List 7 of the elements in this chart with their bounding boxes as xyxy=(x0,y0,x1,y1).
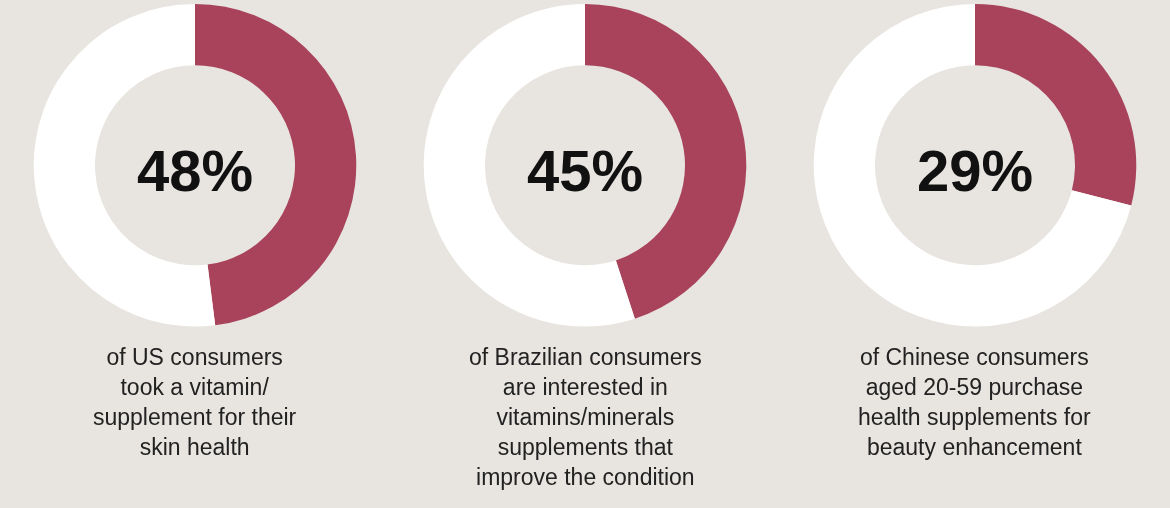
text: 48% xyxy=(136,137,254,203)
text: of Brazilian consumers are interested in vitamins/minerals supplements that improve the condition xyxy=(469,344,702,490)
donut-slice xyxy=(813,4,1132,327)
text: of US consumers took a vitamin/ supplement for their skin health xyxy=(93,344,297,460)
text: of Chinese consumers aged 20-59 purchase health supplements for beauty enhancement xyxy=(858,344,1092,460)
text: 29% xyxy=(916,137,1034,203)
text: 45% xyxy=(526,137,644,203)
